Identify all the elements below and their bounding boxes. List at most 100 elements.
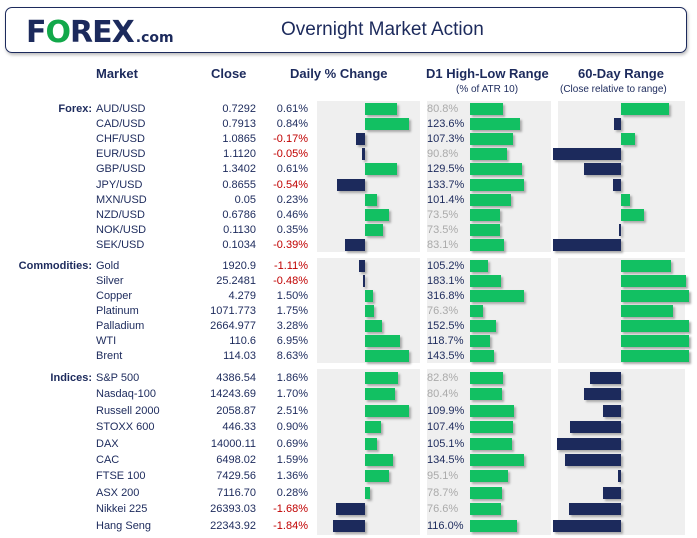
market-name: Brent	[96, 350, 123, 362]
close-value: 22343.92	[210, 519, 256, 532]
d1-range-bar	[470, 437, 513, 450]
60day-range-bar	[617, 470, 621, 483]
market-name: CAC	[96, 454, 120, 466]
daily-change-value: 0.23%	[276, 193, 308, 206]
market-name: NZD/USD	[96, 208, 145, 221]
daily-change-bar	[356, 133, 365, 146]
close-value: 7116.70	[217, 486, 256, 499]
close-value: 2664.977	[210, 320, 256, 332]
market-name: Gold	[96, 260, 120, 272]
60day-range-bar	[621, 208, 645, 221]
close-value: 114.03	[223, 350, 256, 362]
60day-range-bar	[584, 388, 621, 401]
daily-change-value: 1.50%	[276, 290, 308, 302]
daily-change-value: 6.95%	[276, 335, 308, 347]
close-value: 7429.56	[216, 470, 256, 483]
daily-change-value: -0.54%	[273, 178, 308, 191]
daily-change-bar	[336, 178, 365, 191]
d1-range-bar	[470, 178, 524, 191]
daily-change-bar	[362, 275, 365, 287]
section-label: Commodities:	[18, 260, 92, 272]
daily-change-bar	[365, 103, 397, 115]
d1-range-bar	[470, 275, 502, 287]
market-name: S&P 500	[96, 372, 140, 384]
60day-range-bar	[553, 148, 621, 161]
daily-change-bar	[365, 437, 378, 450]
section-label: Indices:	[50, 372, 92, 384]
d1-range-bar	[470, 470, 509, 483]
d1-range-bar	[470, 519, 517, 532]
d1-range-bar	[470, 103, 503, 115]
close-value: 1.0865	[222, 133, 256, 146]
daily-change-bar	[365, 163, 397, 176]
page-title: Overnight Market Action	[281, 19, 484, 40]
d1-range-bar	[470, 163, 523, 176]
close-value: 1071.773	[210, 305, 256, 317]
market-name: Silver	[96, 275, 124, 287]
d1-range-value: 82.8%	[427, 372, 459, 384]
daily-change-value: 0.61%	[276, 103, 308, 115]
d1-range-value: 116.0%	[427, 519, 464, 532]
daily-change-bar	[365, 223, 384, 236]
d1-range-bar	[470, 238, 504, 251]
60day-range-bar	[603, 404, 621, 417]
d1-range-value: 105.1%	[427, 437, 465, 450]
d1-range-value: 107.3%	[427, 133, 465, 146]
close-value: 14243.69	[210, 388, 256, 401]
close-value: 1920.9	[222, 260, 256, 272]
close-value: 0.7292	[222, 103, 256, 115]
daily-change-bar	[335, 503, 365, 516]
d1-range-value: 134.5%	[427, 454, 465, 466]
daily-change-value: -0.48%	[273, 275, 308, 287]
d1-range-bar	[470, 454, 524, 466]
daily-change-value: -0.39%	[273, 238, 308, 251]
close-value: 2058.87	[216, 404, 256, 417]
d1-range-bar	[470, 148, 507, 161]
60day-range-bar	[619, 223, 621, 236]
d1-range-value: 76.3%	[427, 305, 459, 317]
daily-change-bar	[365, 421, 381, 434]
d1-range-value: 109.9%	[427, 404, 465, 417]
d1-range-value: 80.8%	[427, 103, 459, 115]
d1-range-bar	[470, 503, 501, 516]
daily-change-value: 2.51%	[276, 404, 308, 417]
60day-range-bar	[621, 335, 689, 347]
daily-change-bar	[365, 470, 389, 483]
60day-range-bar	[621, 290, 689, 302]
daily-change-bar	[365, 335, 401, 347]
daily-change-value: 0.61%	[276, 163, 308, 176]
close-value: 1.1120	[223, 148, 256, 161]
60day-range-panel	[558, 101, 685, 252]
close-value: 110.6	[229, 335, 256, 347]
daily-change-bar	[365, 388, 395, 401]
d1-range-value: 90.8%	[427, 148, 459, 161]
d1-range-bar	[470, 372, 504, 384]
daily-change-value: -0.17%	[273, 133, 308, 146]
60day-range-bar	[621, 103, 669, 115]
d1-range-bar	[470, 133, 514, 146]
d1-range-value: 129.5%	[427, 163, 465, 176]
daily-change-value: 1.59%	[276, 454, 308, 466]
market-name: Nikkei 225	[96, 503, 148, 516]
market-name: MXN/USD	[96, 193, 147, 206]
market-name: GBP/USD	[96, 163, 146, 176]
60day-range-bar	[621, 275, 686, 287]
market-name: ASX 200	[96, 486, 140, 499]
col-d1-range-sub: (% of ATR 10)	[456, 84, 519, 95]
header: F O REX .com Overnight Market Action	[5, 7, 687, 53]
section-label: Forex:	[58, 103, 92, 115]
col-daily-change: Daily % Change	[290, 66, 388, 81]
close-value: 0.1034	[222, 238, 256, 251]
daily-change-bar	[365, 208, 390, 221]
close-value: 26393.03	[210, 503, 256, 516]
d1-range-value: 83.1%	[427, 238, 459, 251]
d1-range-value: 73.5%	[427, 223, 459, 236]
d1-range-value: 143.5%	[427, 350, 465, 362]
d1-range-bar	[470, 193, 511, 206]
daily-change-bar	[365, 290, 373, 302]
d1-range-value: 316.8%	[427, 290, 465, 302]
market-name: JPY/USD	[96, 178, 143, 191]
d1-range-value: 107.4%	[427, 421, 465, 434]
daily-change-bar	[362, 148, 365, 161]
close-value: 4386.54	[216, 372, 256, 384]
